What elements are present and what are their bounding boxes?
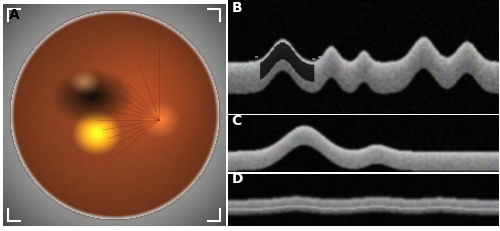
Text: D: D xyxy=(232,171,243,185)
Text: A: A xyxy=(8,8,20,22)
Text: B: B xyxy=(232,1,242,15)
Text: C: C xyxy=(232,113,242,128)
